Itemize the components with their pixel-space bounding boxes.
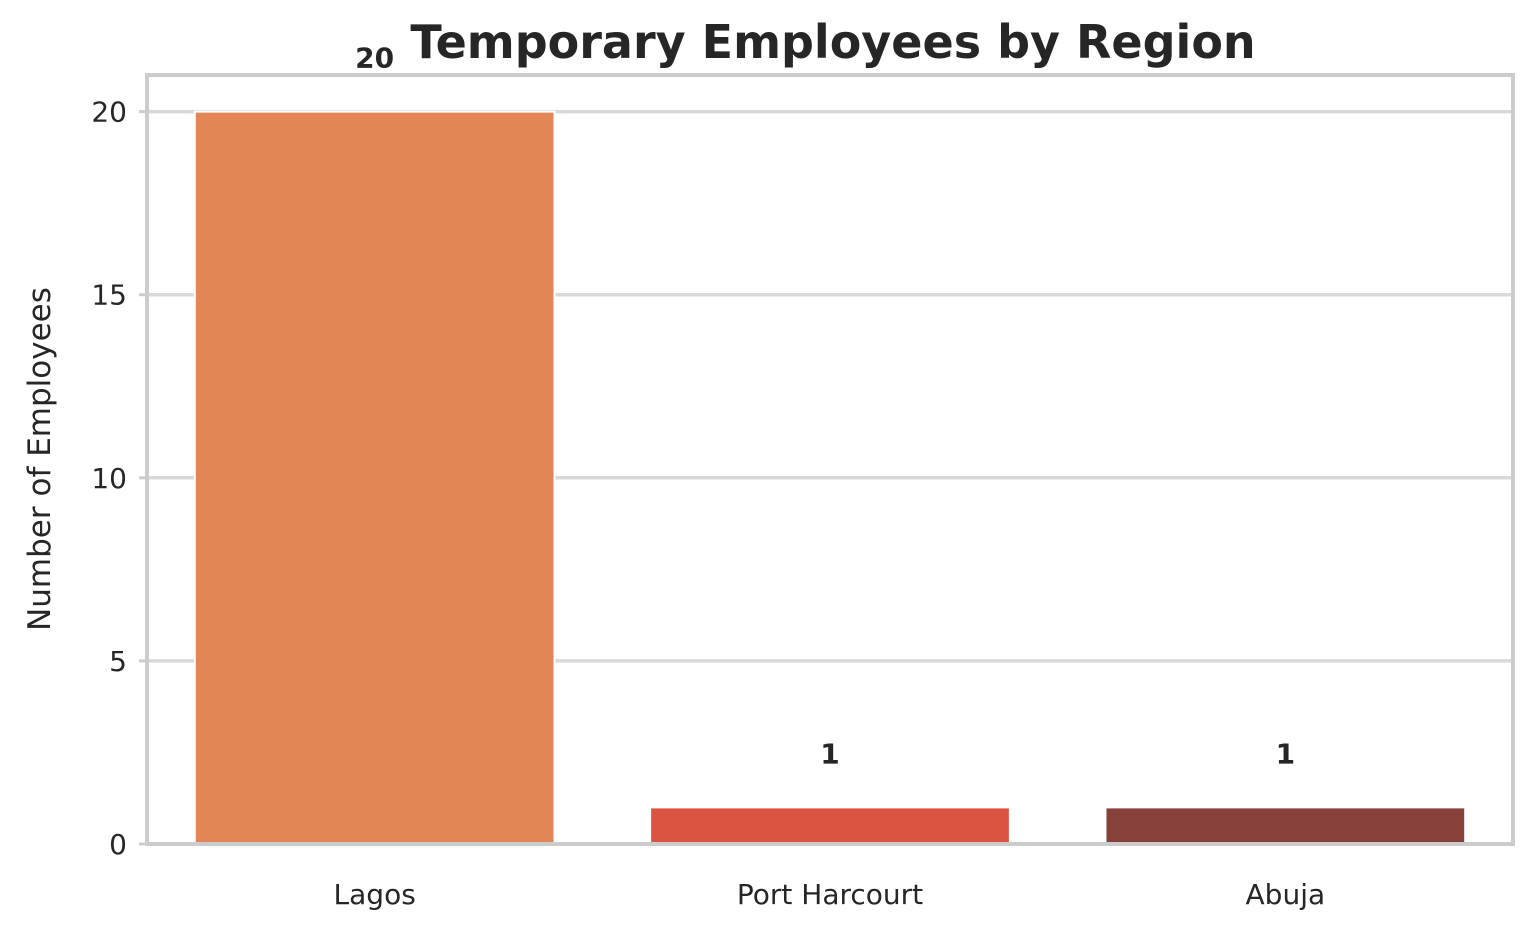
- bar-value-label: 20: [355, 42, 394, 75]
- x-tick-label: Abuja: [1246, 878, 1326, 911]
- bar-value-label: 1: [1276, 737, 1295, 770]
- y-tick-label: 10: [91, 462, 127, 495]
- y-axis-label: Number of Employees: [22, 287, 58, 631]
- bar-abuja: [1104, 806, 1467, 846]
- x-ticks: Lagos Port Harcourt Abuja: [334, 878, 1326, 911]
- y-tick-label: 5: [109, 645, 127, 678]
- y-tick-label: 20: [91, 96, 127, 129]
- y-tick-label: 15: [91, 279, 127, 312]
- bar-value-labels: 201 1: [355, 42, 1295, 771]
- bar-lagos: [193, 110, 556, 846]
- plot-frame: [145, 73, 1515, 846]
- y-tick-label: 0: [109, 828, 127, 861]
- x-tick-label: Lagos: [334, 878, 416, 911]
- bar-value-label: 1: [820, 737, 839, 770]
- chart-title: Temporary Employees by Region: [410, 15, 1255, 69]
- x-tick-label: Port Harcourt: [737, 878, 923, 911]
- y-ticks: 0 5 10 15 20: [91, 96, 147, 861]
- bar-port-harcourt: [649, 806, 1011, 846]
